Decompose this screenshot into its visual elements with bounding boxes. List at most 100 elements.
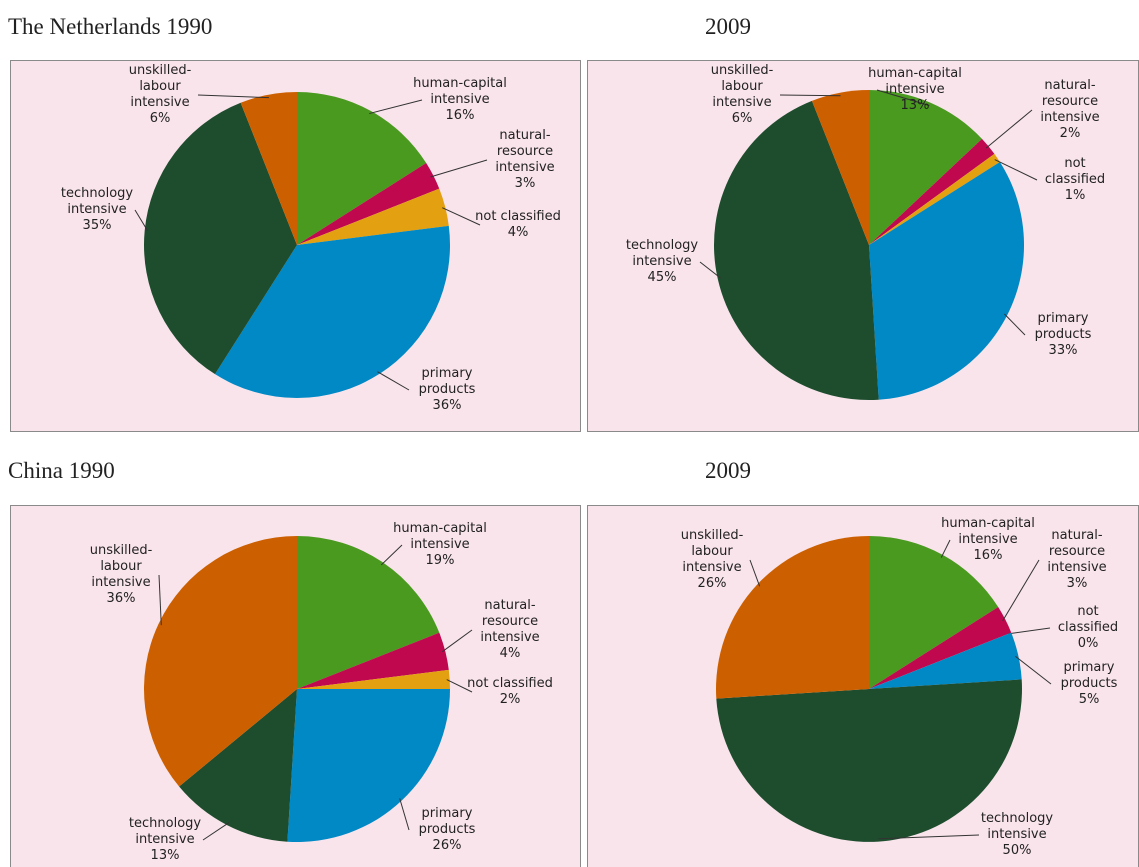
value-label: 16% bbox=[445, 108, 475, 123]
value-label: 4% bbox=[499, 646, 521, 661]
category-label: unskilled- labour intensive bbox=[680, 528, 744, 575]
chart-title: 2009 bbox=[705, 458, 751, 483]
value-label: 13% bbox=[150, 848, 180, 863]
pie-slice bbox=[869, 138, 995, 245]
slice-label: unskilled- labour intensive 6% bbox=[711, 63, 774, 127]
category-label: unskilled- labour intensive bbox=[128, 63, 192, 110]
slice-label: natural- resource intensive 3% bbox=[495, 128, 554, 192]
value-label: 6% bbox=[731, 111, 753, 126]
pie-slice bbox=[713, 100, 879, 400]
pie-slice bbox=[297, 669, 450, 689]
slice-label: technology intensive 13% bbox=[129, 816, 201, 864]
value-label: 35% bbox=[82, 218, 112, 233]
category-label: technology intensive bbox=[625, 238, 699, 269]
slice-label: primary products 36% bbox=[419, 366, 476, 414]
leader-line bbox=[380, 544, 403, 566]
value-label: 6% bbox=[149, 111, 171, 126]
category-label: human-capital intensive bbox=[941, 516, 1035, 547]
pie-slice bbox=[716, 679, 1022, 842]
leader-line bbox=[399, 798, 410, 831]
pie-slice bbox=[179, 689, 297, 842]
value-label: 26% bbox=[697, 576, 727, 591]
slice-label: unskilled- labour intensive 6% bbox=[129, 63, 192, 127]
pie-slice bbox=[811, 90, 869, 245]
slice-label: technology intensive 35% bbox=[61, 186, 133, 234]
pie-slice bbox=[297, 632, 449, 689]
slice-label: technology intensive 50% bbox=[981, 811, 1053, 859]
value-label: 16% bbox=[973, 548, 1003, 563]
category-label: not classified bbox=[1044, 156, 1106, 187]
slice-label: primary products 26% bbox=[419, 806, 476, 854]
slice-label: not classified 4% bbox=[475, 209, 561, 241]
pie-slice bbox=[215, 225, 450, 398]
pie-slice bbox=[297, 536, 440, 689]
category-label: technology intensive bbox=[60, 186, 134, 217]
category-label: natural- resource intensive bbox=[1047, 528, 1107, 575]
leader-line bbox=[202, 822, 230, 841]
leader-line bbox=[985, 109, 1033, 149]
slice-label: human-capital intensive 16% bbox=[413, 76, 507, 124]
value-label: 45% bbox=[647, 270, 677, 285]
value-label: 3% bbox=[1066, 576, 1088, 591]
category-label: unskilled- labour intensive bbox=[89, 543, 153, 590]
slice-label: natural- resource intensive 4% bbox=[480, 598, 539, 662]
leader-line bbox=[1008, 627, 1051, 635]
leader-line bbox=[442, 207, 481, 226]
leader-line bbox=[197, 94, 269, 99]
leader-line bbox=[940, 539, 951, 558]
pie-slice bbox=[144, 102, 297, 375]
leader-line bbox=[876, 89, 930, 106]
category-label: natural- resource intensive bbox=[1040, 78, 1100, 125]
category-label: primary products bbox=[1060, 660, 1118, 691]
pie-slice bbox=[869, 90, 982, 245]
category-label: primary products bbox=[418, 366, 476, 397]
value-label: 36% bbox=[432, 398, 462, 413]
category-label: not classified bbox=[475, 209, 561, 224]
leader-line bbox=[369, 99, 423, 115]
pie-slice bbox=[143, 536, 297, 787]
slice-label: natural- resource intensive 2% bbox=[1040, 78, 1099, 142]
pie-slice bbox=[869, 153, 1000, 245]
leader-line bbox=[779, 94, 841, 97]
value-label: 1% bbox=[1064, 188, 1086, 203]
chart-title: The Netherlands 1990 bbox=[8, 14, 213, 39]
leader-line bbox=[749, 559, 761, 587]
category-label: human-capital intensive bbox=[868, 66, 962, 97]
leader-line bbox=[1015, 655, 1052, 685]
slice-label: human-capital intensive 13% bbox=[868, 66, 962, 114]
value-label: 5% bbox=[1078, 692, 1100, 707]
slice-label: primary products 5% bbox=[1061, 660, 1118, 708]
category-label: primary products bbox=[1034, 311, 1092, 342]
category-label: primary products bbox=[418, 806, 476, 837]
pie-slice bbox=[716, 536, 869, 699]
slice-label: unskilled- labour intensive 36% bbox=[90, 543, 153, 607]
category-label: human-capital intensive bbox=[393, 521, 487, 552]
leader-line bbox=[994, 159, 1038, 181]
value-label: 3% bbox=[514, 176, 536, 191]
category-label: natural- resource intensive bbox=[495, 128, 555, 175]
category-label: technology intensive bbox=[980, 811, 1054, 842]
pie-slice bbox=[869, 607, 1012, 689]
category-label: human-capital intensive bbox=[413, 76, 507, 107]
leader-line bbox=[878, 834, 980, 840]
category-label: technology intensive bbox=[128, 816, 202, 847]
leader-line bbox=[441, 629, 473, 653]
leader-line bbox=[377, 371, 410, 391]
value-label: 2% bbox=[1059, 126, 1081, 141]
value-label: 2% bbox=[499, 692, 521, 707]
value-label: 50% bbox=[1002, 843, 1032, 858]
leader-line bbox=[134, 209, 149, 232]
pie-slice bbox=[869, 536, 999, 689]
slice-label: unskilled- labour intensive 26% bbox=[681, 528, 744, 592]
slice-label: primary products 33% bbox=[1035, 311, 1092, 359]
pie-slice bbox=[869, 632, 1022, 689]
leader-line bbox=[446, 679, 473, 693]
chart-title: 2009 bbox=[705, 14, 751, 39]
category-label: not classified bbox=[1057, 604, 1119, 635]
category-label: unskilled- labour intensive bbox=[710, 63, 774, 110]
value-label: 19% bbox=[425, 553, 455, 568]
pie-slice bbox=[297, 163, 440, 245]
slice-label: not classified 2% bbox=[467, 676, 553, 708]
